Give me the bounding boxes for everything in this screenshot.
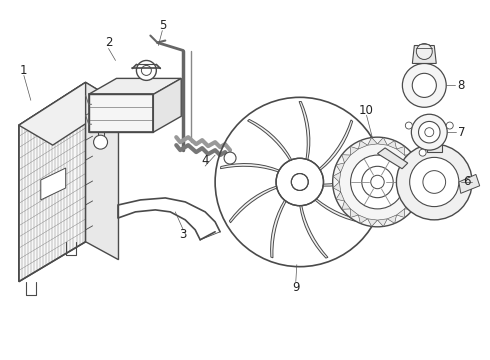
Circle shape: [224, 152, 236, 164]
Text: 3: 3: [179, 228, 187, 241]
Circle shape: [94, 135, 107, 149]
Circle shape: [405, 122, 412, 129]
Polygon shape: [359, 140, 368, 149]
Polygon shape: [270, 200, 286, 258]
Polygon shape: [414, 172, 422, 182]
Circle shape: [419, 149, 426, 156]
Circle shape: [142, 66, 151, 75]
Polygon shape: [377, 219, 388, 226]
Polygon shape: [315, 199, 370, 224]
Polygon shape: [413, 45, 436, 63]
Polygon shape: [89, 78, 181, 94]
Circle shape: [402, 63, 446, 107]
Polygon shape: [350, 209, 359, 217]
Polygon shape: [359, 215, 368, 224]
Text: 6: 6: [464, 175, 471, 189]
Circle shape: [396, 144, 472, 220]
Polygon shape: [404, 155, 413, 163]
Polygon shape: [459, 175, 480, 193]
Polygon shape: [377, 148, 408, 169]
Polygon shape: [427, 133, 442, 152]
Polygon shape: [396, 147, 405, 155]
Polygon shape: [229, 186, 277, 223]
Circle shape: [136, 60, 156, 80]
Text: 4: 4: [201, 154, 209, 167]
Polygon shape: [41, 168, 66, 200]
Circle shape: [412, 114, 447, 150]
Circle shape: [410, 157, 459, 207]
Polygon shape: [319, 120, 353, 170]
Polygon shape: [19, 82, 86, 282]
Text: 5: 5: [159, 19, 166, 32]
Polygon shape: [377, 138, 388, 145]
Text: 10: 10: [359, 104, 374, 117]
Polygon shape: [404, 201, 413, 209]
Polygon shape: [323, 167, 379, 186]
Polygon shape: [220, 163, 279, 172]
Polygon shape: [19, 82, 119, 145]
Polygon shape: [368, 138, 377, 145]
Circle shape: [423, 171, 445, 193]
Polygon shape: [414, 182, 422, 192]
Polygon shape: [368, 219, 377, 226]
Polygon shape: [396, 209, 405, 217]
Circle shape: [425, 128, 434, 137]
Polygon shape: [89, 94, 153, 132]
Circle shape: [276, 158, 323, 206]
Polygon shape: [86, 82, 119, 260]
Circle shape: [292, 174, 308, 190]
Polygon shape: [299, 102, 310, 160]
Polygon shape: [411, 192, 419, 201]
Polygon shape: [336, 192, 344, 201]
Text: 8: 8: [458, 79, 465, 92]
Polygon shape: [388, 215, 396, 224]
Text: 7: 7: [459, 126, 466, 139]
Circle shape: [412, 73, 437, 98]
Polygon shape: [333, 182, 341, 192]
Circle shape: [446, 122, 453, 129]
Polygon shape: [336, 163, 344, 172]
Polygon shape: [350, 147, 359, 155]
Polygon shape: [388, 140, 396, 149]
Circle shape: [416, 44, 432, 59]
Polygon shape: [342, 201, 350, 209]
Polygon shape: [333, 172, 341, 182]
Polygon shape: [411, 163, 419, 172]
Text: 2: 2: [105, 36, 112, 49]
Circle shape: [362, 166, 393, 198]
Polygon shape: [247, 120, 292, 161]
Circle shape: [418, 121, 440, 143]
Circle shape: [333, 137, 422, 227]
Polygon shape: [153, 78, 181, 132]
Circle shape: [350, 155, 404, 209]
Text: 1: 1: [20, 64, 27, 77]
Polygon shape: [300, 206, 328, 258]
Polygon shape: [342, 155, 350, 163]
Text: 9: 9: [292, 281, 299, 294]
Circle shape: [371, 175, 384, 189]
